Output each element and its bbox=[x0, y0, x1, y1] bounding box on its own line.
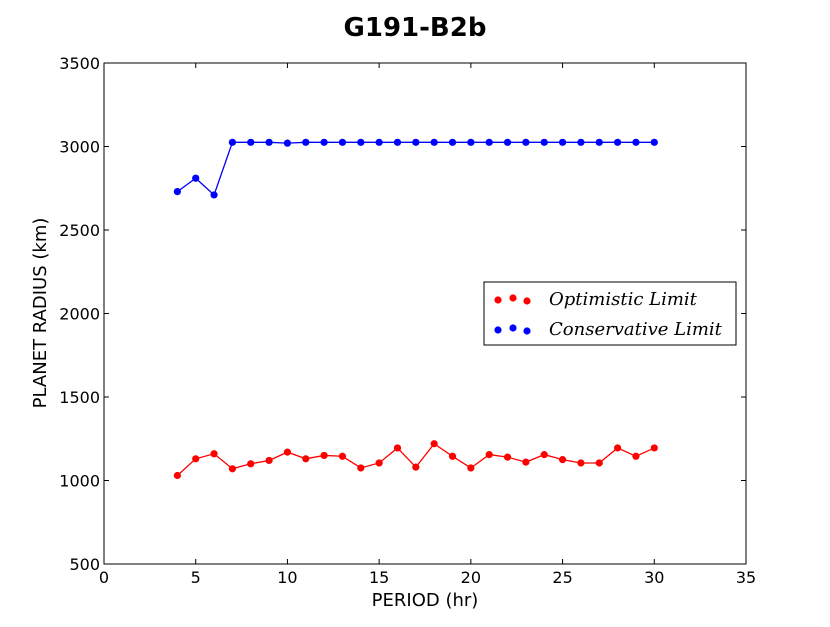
y-axis-label: PLANET RADIUS (km) bbox=[30, 218, 51, 409]
legend-marker bbox=[523, 327, 531, 335]
x-tick-label: 15 bbox=[369, 568, 389, 587]
data-point bbox=[375, 459, 383, 467]
legend: Optimistic Limit Conservative Limit bbox=[483, 281, 737, 346]
legend-marker bbox=[509, 294, 517, 302]
data-point bbox=[173, 471, 181, 480]
data-point bbox=[357, 138, 365, 146]
y-tick-label: 1500 bbox=[59, 388, 100, 407]
y-tick-label: 500 bbox=[69, 555, 100, 574]
legend-marker bbox=[509, 324, 517, 332]
data-point bbox=[173, 187, 181, 196]
data-point bbox=[412, 138, 420, 146]
data-point bbox=[247, 460, 255, 468]
data-point bbox=[650, 444, 658, 452]
data-point bbox=[650, 138, 658, 146]
data-point bbox=[632, 138, 640, 146]
data-point bbox=[467, 464, 475, 472]
data-point bbox=[210, 191, 218, 199]
data-point bbox=[228, 138, 236, 146]
data-point bbox=[393, 138, 402, 146]
x-axis-label: PERIOD (hr) bbox=[372, 590, 479, 611]
data-point bbox=[485, 138, 493, 146]
legend-label: Conservative Limit bbox=[549, 319, 723, 340]
data-point bbox=[430, 138, 438, 146]
data-point bbox=[558, 456, 567, 464]
x-tick-label: 0 bbox=[99, 568, 109, 587]
data-point bbox=[540, 451, 548, 459]
legend-marker bbox=[494, 296, 502, 304]
x-tick-label: 25 bbox=[552, 568, 572, 587]
y-tick-label: 3500 bbox=[59, 54, 100, 73]
data-point bbox=[614, 444, 622, 452]
data-point bbox=[265, 456, 273, 465]
data-point bbox=[448, 452, 457, 460]
data-point bbox=[577, 459, 585, 467]
data-point bbox=[247, 138, 255, 146]
y-tick-label: 2500 bbox=[59, 221, 100, 240]
data-point bbox=[228, 465, 236, 473]
x-tick-label: 5 bbox=[191, 568, 201, 587]
data-point bbox=[283, 448, 292, 456]
legend-label: Optimistic Limit bbox=[549, 289, 698, 310]
chart-title: G191-B2b bbox=[344, 13, 487, 43]
data-point bbox=[467, 138, 475, 146]
data-point bbox=[595, 459, 603, 467]
data-point bbox=[320, 451, 328, 460]
data-point bbox=[614, 138, 622, 146]
data-point bbox=[192, 455, 200, 463]
data-point bbox=[375, 138, 383, 146]
x-tick-label: 20 bbox=[461, 568, 481, 587]
data-point bbox=[192, 174, 200, 182]
data-point bbox=[320, 138, 328, 146]
data-point bbox=[430, 440, 438, 448]
y-tick-label: 3000 bbox=[59, 138, 100, 157]
legend-marker bbox=[523, 297, 531, 305]
data-point bbox=[448, 138, 457, 146]
data-point bbox=[540, 138, 548, 146]
x-tick-label: 35 bbox=[736, 568, 756, 587]
data-point bbox=[210, 450, 218, 458]
legend-marker bbox=[494, 326, 502, 334]
data-point bbox=[302, 455, 310, 463]
data-point bbox=[522, 458, 530, 466]
data-point bbox=[485, 451, 493, 459]
plot-frame bbox=[103, 62, 747, 565]
data-point bbox=[577, 138, 585, 146]
data-point bbox=[558, 138, 567, 146]
x-tick-label: 30 bbox=[644, 568, 664, 587]
data-point bbox=[302, 138, 310, 146]
y-tick-label: 2000 bbox=[59, 305, 100, 324]
data-point bbox=[283, 139, 292, 147]
data-point bbox=[357, 464, 365, 472]
data-point bbox=[412, 463, 420, 471]
data-point bbox=[522, 138, 530, 146]
data-point bbox=[503, 453, 512, 461]
data-point bbox=[503, 138, 512, 146]
data-point bbox=[632, 452, 640, 460]
series-line-1 bbox=[176, 141, 655, 197]
data-point bbox=[393, 444, 402, 452]
data-point bbox=[338, 138, 347, 146]
data-point bbox=[338, 452, 347, 460]
data-point bbox=[265, 138, 273, 146]
data-point bbox=[595, 138, 603, 146]
x-tick-label: 10 bbox=[277, 568, 297, 587]
y-tick-label: 1000 bbox=[59, 472, 100, 491]
legend-frame bbox=[483, 281, 737, 346]
